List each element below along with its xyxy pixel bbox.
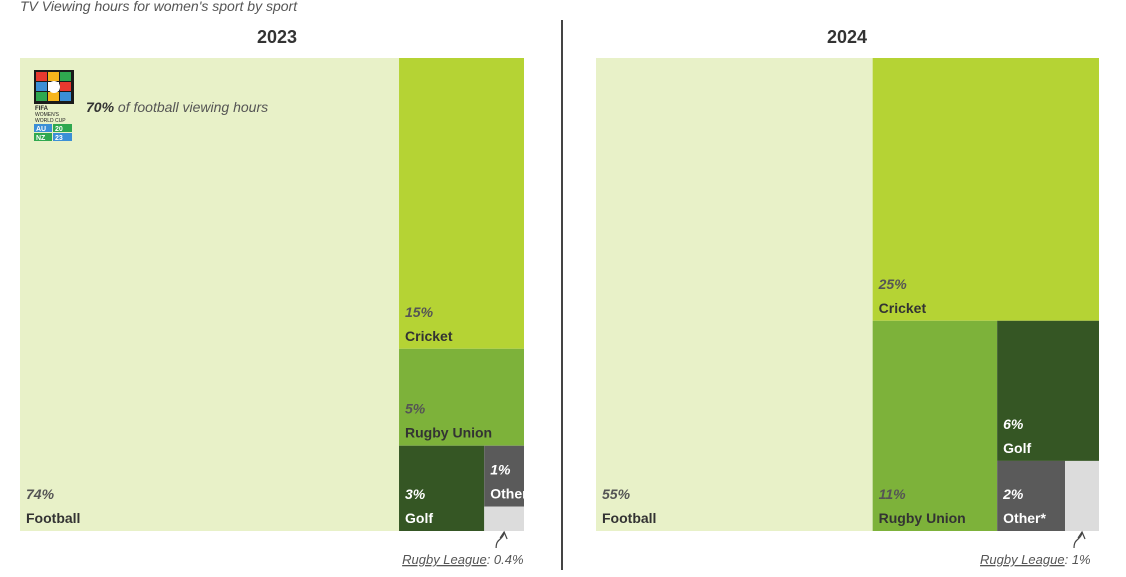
callout-arrow — [1073, 532, 1083, 549]
tile-other — [997, 460, 1066, 531]
tile-value-other: 2% — [1002, 486, 1024, 502]
annotation-text: 70% of football viewing hours — [86, 99, 268, 115]
annotation-value: 70% — [86, 99, 115, 115]
callout-label: Rugby League — [402, 552, 487, 567]
callout-value: : 1% — [1065, 552, 1091, 567]
tile-value-cricket: 15% — [405, 304, 434, 320]
tile-value-rugby-union: 5% — [405, 401, 426, 417]
tile-value-football: 74% — [26, 486, 55, 502]
tile-label-rugby-union: Rugby Union — [879, 510, 966, 526]
logo-text: AU — [36, 126, 46, 133]
tile-value-rugby-union: 11% — [879, 486, 907, 502]
logo-text: WORLD CUP — [35, 118, 66, 124]
logo-text: WOMEN'S — [35, 112, 60, 118]
logo-tile — [60, 72, 71, 81]
logo-text: 20 — [55, 126, 63, 133]
chart-subtitle: TV Viewing hours for women's sport by sp… — [20, 0, 298, 14]
tile-label-golf: Golf — [1003, 440, 1031, 456]
tile-golf — [997, 320, 1099, 461]
tile-value-other: 1% — [490, 462, 511, 478]
tile-value-golf: 3% — [405, 486, 426, 502]
tile-rugby-union — [872, 320, 998, 531]
logo-tile — [48, 92, 59, 101]
tile-label-cricket: Cricket — [879, 300, 927, 316]
callout-value: : 0.4% — [487, 552, 524, 567]
annotation-caption: of football viewing hours — [114, 99, 268, 115]
logo-tile — [60, 82, 71, 91]
tile-label-rugby-union: Rugby Union — [405, 425, 492, 441]
tile-football — [596, 58, 873, 531]
tile-label-football: Football — [602, 510, 656, 526]
panel-title: 2023 — [257, 27, 297, 47]
tile-value-football: 55% — [602, 486, 631, 502]
logo-tile — [60, 92, 71, 101]
tile-cricket — [872, 58, 1099, 321]
tile-label-other: Other* — [1003, 510, 1046, 526]
logo-tile — [36, 92, 47, 101]
tile-value-cricket: 25% — [878, 276, 908, 292]
tile-football — [20, 58, 400, 531]
logo-block — [34, 124, 52, 132]
tile-label-football: Football — [26, 510, 80, 526]
logo-text: FIFA — [35, 106, 49, 112]
callout-arrowhead — [1077, 530, 1086, 540]
logo-ball — [48, 81, 60, 93]
tile-label-golf: Golf — [405, 510, 433, 526]
callout-label: Rugby League — [980, 552, 1065, 567]
logo-text: 23 — [55, 135, 63, 142]
tile-golf — [399, 445, 485, 531]
logo-text: NZ — [36, 135, 46, 142]
panel-title: 2024 — [827, 27, 867, 47]
tile-cricket — [399, 58, 524, 349]
tile-rugby-union — [399, 348, 524, 446]
treemap-panel-2024: 2024 55% Football 25% Cricket 11% Rugby Union 6… — [596, 27, 1099, 567]
callout-arrowhead — [499, 530, 508, 540]
logo-block — [34, 133, 52, 141]
tile-value-golf: 6% — [1003, 416, 1024, 432]
tile-label-cricket: Cricket — [405, 328, 453, 344]
tile-label-other: Other* — [490, 486, 533, 502]
tile-other — [484, 445, 524, 507]
logo-block — [53, 133, 72, 141]
logo-block — [53, 124, 72, 132]
callout-arrow — [495, 532, 505, 549]
tile-rugby-league — [484, 506, 524, 531]
logo-tile — [36, 82, 47, 91]
logo-tile — [48, 72, 59, 81]
logo-tile — [36, 72, 47, 81]
tile-rugby-league — [1065, 460, 1099, 531]
